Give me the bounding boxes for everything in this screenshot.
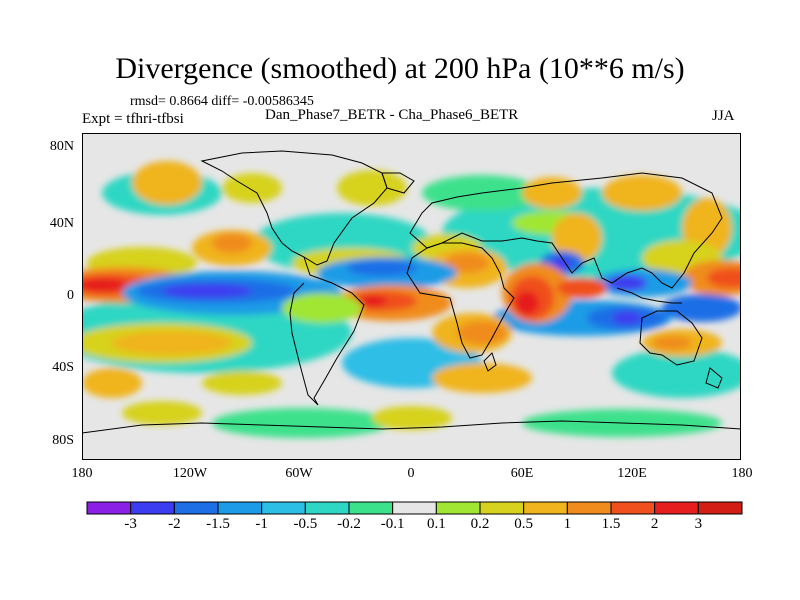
colorbar-label: -0.5 [293,516,318,532]
colorbar-swatch [261,501,306,515]
colorbar-swatch [173,501,219,515]
colorbar [86,501,743,515]
lon-label-60e: 60E [510,466,534,481]
colorbar-swatch [130,501,175,515]
colorbar-swatch [348,501,394,515]
colorbar-label: -1.5 [206,516,230,532]
colorbar-label: -1 [255,516,268,532]
colorbar-label: -0.1 [380,516,405,532]
map-frame [82,133,741,460]
lat-label-80n: 80N [49,139,74,154]
colorbar-swatch [304,501,350,515]
colorbar-label: -0.2 [337,516,361,532]
lat-label-eq: 0 [67,288,74,303]
stats-text: rmsd= 0.8664 diff= -0.00586345 [130,94,314,109]
lon-label-120e: 120E [617,466,647,481]
lat-label-40n: 40N [49,216,74,231]
colorbar-label: 1 [563,516,572,532]
lon-label-120w: 120W [172,466,208,481]
colorbar-swatch [392,501,437,515]
colorbar-swatch [654,501,699,515]
colorbar-swatch [435,501,481,515]
lon-label-180w: 180 [71,466,93,481]
colorbar-label: 0.1 [426,516,446,532]
lon-label-60w: 60W [285,466,313,481]
colorbar-label: -2 [168,516,181,532]
comparison-subtitle: Dan_Phase7_BETR - Cha_Phase6_BETR [265,107,519,123]
colorbar-swatch [610,501,656,515]
lon-label-0: 0 [407,466,415,481]
experiment-label: Expt = tfhri-tfbsi [82,111,184,127]
season-label: JJA [712,108,735,124]
divergence-map [82,133,741,460]
colorbar-swatch [217,501,263,515]
colorbar-label: 2 [650,516,659,532]
colorbar-label: 1.5 [601,516,621,532]
colorbar-label: 0.5 [514,516,534,532]
colorbar-swatch [86,501,132,515]
colorbar-swatch [523,501,568,515]
colorbar-label: -3 [124,516,137,532]
colorbar-swatch [697,501,743,515]
divergence-field [82,161,741,438]
lon-label-180e: 180 [731,466,753,481]
lat-label-80s: 80S [52,433,74,448]
colorbar-swatch [566,501,612,515]
plot-title: Divergence (smoothed) at 200 hPa (10**6 … [115,52,685,85]
colorbar-label: 3 [694,516,703,532]
colorbar-label: 0.2 [470,516,490,532]
lat-label-40s: 40S [52,360,74,375]
coastlines [82,150,741,434]
colorbar-swatch [479,501,525,515]
